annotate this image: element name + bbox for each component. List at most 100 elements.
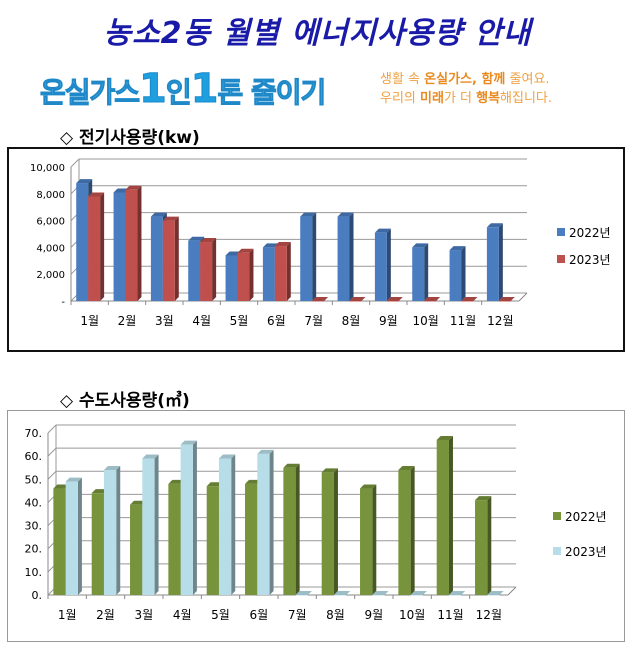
water-section-title: ◇ 수도사용량(㎥) (60, 391, 190, 411)
bar-2022년 (360, 488, 373, 595)
bar-side (410, 466, 415, 595)
bar-side (269, 449, 274, 595)
x-tick-label: 4월 (192, 314, 211, 328)
bar-side (386, 228, 391, 301)
bar-top (180, 440, 197, 445)
bar-side (349, 212, 354, 301)
sub-text: 미래 (420, 91, 444, 106)
bar-2023년 (200, 242, 213, 301)
legend-swatch (553, 547, 561, 555)
x-tick-label: 10월 (399, 608, 425, 622)
slogan-part: 인 (165, 76, 192, 110)
bar-side (448, 435, 453, 595)
legend-swatch (553, 512, 561, 520)
bar-side (100, 192, 105, 301)
bar-top (130, 500, 147, 505)
bar-side (295, 463, 300, 595)
bar-2023년 (424, 301, 437, 302)
x-tick-label: 10월 (413, 314, 439, 328)
slogan-part: 1 (190, 66, 219, 113)
water-chart: 0. 10. 20. 30. 40. 50. 60. 70. 1월 2월 3월 4월 5월 6월 7월 8월 9… (25, 424, 607, 622)
bar-top (142, 454, 159, 459)
bar-2022년 (245, 483, 258, 595)
y-tick-label: 0. (32, 589, 43, 602)
sub-text: 줄여요. (505, 72, 550, 87)
x-tick-label: 12월 (487, 314, 513, 328)
bar-top (337, 212, 354, 217)
bar-top (360, 484, 377, 489)
bar-top (150, 212, 167, 217)
bar-top (410, 591, 427, 595)
bar-2023년 (142, 458, 155, 595)
bar-2023년 (218, 458, 232, 595)
bar-2022년 (262, 247, 275, 301)
bar-side (174, 216, 179, 301)
bar-top (448, 591, 466, 595)
y-tick-label: 10,000 (30, 163, 65, 174)
slogan-part: 1 (139, 66, 168, 113)
bar-side (154, 454, 159, 595)
bar-2022년 (412, 247, 425, 301)
bar-2023년 (386, 301, 399, 302)
bar-top (257, 449, 274, 454)
x-tick-label: 1월 (58, 608, 77, 622)
bar-top (333, 591, 351, 595)
bar-side (424, 243, 429, 301)
bar-top (162, 216, 179, 221)
gridline (47, 447, 57, 457)
bar-side (312, 212, 317, 301)
slogan-part: 온실가스 (39, 76, 140, 110)
bar-2022년 (300, 216, 313, 301)
bar-top (218, 454, 236, 459)
bar-top (168, 479, 185, 484)
bar-2022년 (53, 488, 66, 595)
bar-2023년 (372, 595, 385, 596)
bar-side (487, 496, 492, 595)
gridline (70, 158, 80, 168)
bar-2023년 (461, 301, 474, 302)
x-tick-label: 3월 (155, 314, 174, 328)
bar-2022년 (374, 232, 387, 301)
slogan-part: 톤 줄이기 (217, 76, 327, 110)
bar-top (88, 192, 105, 197)
water-chart-frame: 0. 10. 20. 30. 40. 50. 60. 70. 1월 2월 3월 4월 5월 6월 7월 8월 9… (7, 410, 625, 642)
bar-top (424, 297, 441, 301)
bar-2022년 (76, 183, 89, 301)
bar-top (125, 185, 142, 190)
bar-2023년 (103, 470, 117, 595)
slogan-logo: 온실가스1인1톤 줄이기 (39, 66, 370, 116)
page-title: 농소2동 월별 에너지사용량 안내 (103, 16, 532, 51)
bar-side (372, 484, 377, 595)
sub-text: 해집니다. (500, 91, 553, 106)
x-tick-label: 1월 (80, 314, 99, 328)
bar-side (498, 223, 503, 301)
y-tick-label: 60. (25, 450, 43, 463)
bar-2023년 (349, 301, 362, 302)
bar-2023년 (162, 220, 175, 301)
bar-2023년 (333, 595, 347, 596)
bar-top (487, 591, 504, 595)
x-tick-label: 5월 (230, 314, 249, 328)
bar-2022년 (337, 216, 350, 301)
bar-top (349, 297, 366, 301)
x-axis (507, 586, 517, 596)
x-tick-label: 11월 (437, 608, 463, 622)
sub-text: 우리의 (380, 91, 421, 106)
bar-2022년 (436, 439, 449, 595)
bar-2022년 (91, 493, 104, 595)
bar-top (486, 223, 503, 228)
bar-2022년 (321, 472, 334, 595)
y-tick-label: 40. (25, 496, 43, 509)
bar-top (461, 297, 478, 301)
bar-2023년 (180, 444, 193, 595)
bar-2022년 (150, 216, 163, 301)
bar-2022년 (113, 192, 126, 301)
bar-2023년 (125, 189, 138, 301)
sub-text: 온실가스, 함께 (424, 72, 506, 87)
x-tick-label: 2월 (118, 314, 137, 328)
y-tick-label: 70. (25, 427, 43, 440)
sub-text: 행복 (476, 91, 501, 106)
bar-side (231, 454, 236, 595)
x-tick-label: 11월 (450, 314, 476, 328)
bar-2022년 (168, 483, 181, 595)
